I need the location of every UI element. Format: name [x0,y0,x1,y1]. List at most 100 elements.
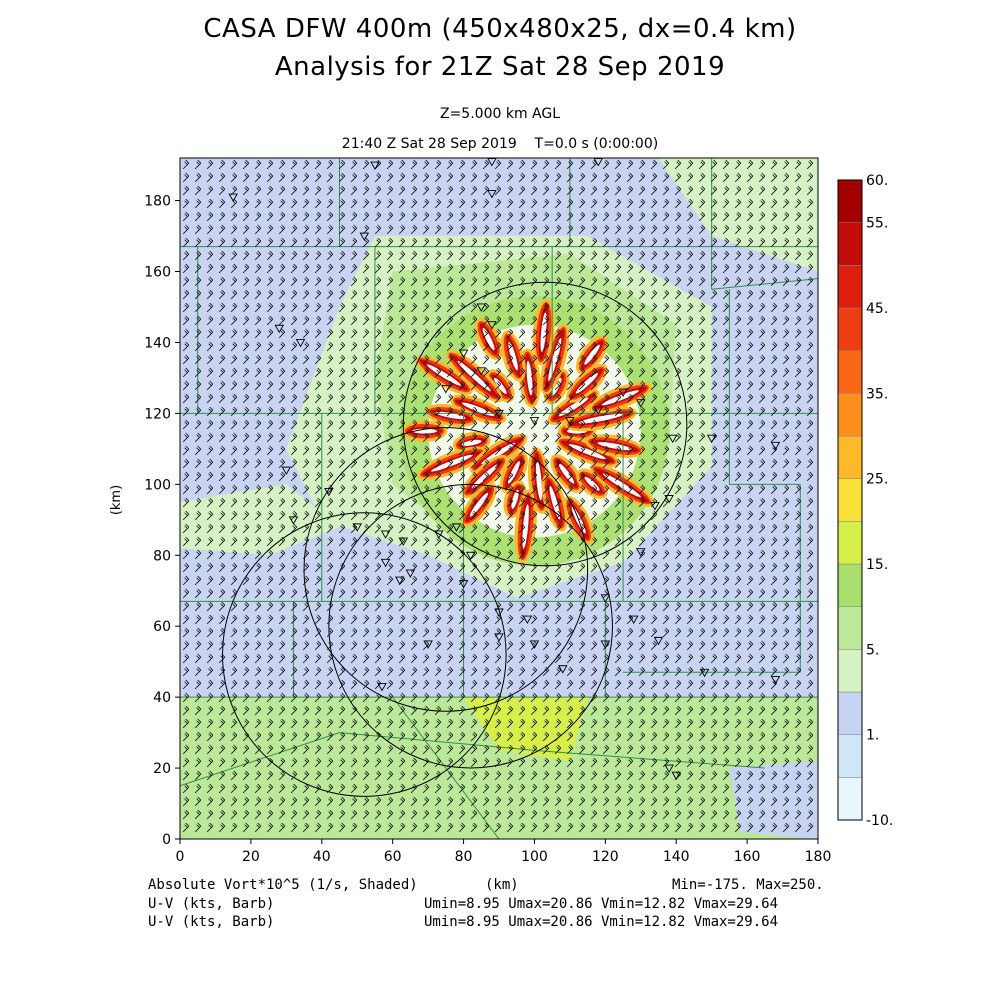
wind-barb [434,289,442,300]
wind-barb [446,328,454,339]
vort-streak [518,348,541,408]
wind-barb [746,302,754,313]
wind-barb [446,198,454,209]
wind-barb [374,263,382,274]
wind-barb [614,497,622,508]
wind-barb [326,471,334,482]
wind-barb [386,445,394,456]
wind-barb [530,302,538,313]
wind-barb [386,718,394,729]
wind-barb [218,653,226,664]
wind-barb [494,341,502,352]
wind-barb [518,731,526,742]
wind-barb [206,458,214,469]
wind-barb [722,263,730,274]
wind-barb [770,627,778,638]
wind-barb [578,419,586,430]
wind-barb [794,783,802,794]
wind-barb [182,289,190,300]
wind-barb [398,744,406,755]
wind-barb [782,432,790,443]
wind-barb [482,328,490,339]
wind-barb [398,562,406,573]
wind-barb [506,328,514,339]
wind-barb [566,523,574,534]
wind-barb [698,419,706,430]
wind-barb [686,471,694,482]
wind-barb [254,575,262,586]
plot-frame [179,157,819,840]
wind-barb [470,237,478,248]
wind-barb [482,744,490,755]
wind-barb [254,549,262,560]
wind-barb [218,367,226,378]
wind-barb [290,757,298,768]
wind-barb [770,614,778,625]
wind-barb [602,601,610,612]
wind-barb [734,510,742,521]
wind-barb [266,315,274,326]
wind-barb [530,718,538,729]
wind-barb [662,705,670,716]
wind-barb [206,718,214,729]
wind-barb [422,497,430,508]
wind-barb [686,549,694,560]
wind-barb [326,315,334,326]
wind-barb [302,822,310,833]
wind-barb [242,666,250,677]
wind-barb [542,367,550,378]
wind-barb [578,757,586,768]
wind-barb [266,237,274,248]
wind-barb [350,237,358,248]
wind-barb [194,588,202,599]
wind-barb [470,718,478,729]
wind-barb [770,237,778,248]
wind-barb [542,263,550,274]
wind-barb [530,458,538,469]
wind-barb [422,354,430,365]
wind-barb [530,614,538,625]
wind-barb [674,562,682,573]
wind-barb [746,484,754,495]
wind-barb [242,549,250,560]
wind-barb [602,471,610,482]
wind-barb [662,510,670,521]
wind-barb [494,640,502,651]
wind-barb [278,523,286,534]
wind-barb [734,263,742,274]
wind-barb [194,679,202,690]
wind-barb [386,185,394,196]
wind-barb [614,627,622,638]
wind-barb [386,237,394,248]
wind-barb [398,341,406,352]
wind-barb [290,159,298,170]
wind-barb [398,627,406,638]
wind-barb [614,705,622,716]
wind-barb [194,315,202,326]
wind-barb [758,575,766,586]
wind-barb [794,393,802,404]
wind-barb [578,250,586,261]
county-line [534,749,765,769]
wind-barb [578,263,586,274]
wind-barb [314,211,322,222]
wind-barb [290,588,298,599]
wind-barb [602,523,610,534]
wind-barb [230,159,238,170]
wind-barb [554,432,562,443]
wind-barb [590,809,598,820]
wind-barb [362,510,370,521]
wind-barb [794,341,802,352]
wind-barb [746,744,754,755]
wind-barb [662,393,670,404]
wind-barb [758,692,766,703]
wind-barb [194,289,202,300]
wind-barb [806,185,814,196]
wind-barb [518,198,526,209]
wind-barb [242,523,250,534]
wind-barb [302,302,310,313]
wind-barb [566,705,574,716]
wind-barb [662,237,670,248]
wind-barb [746,666,754,677]
wind-barb [794,562,802,573]
